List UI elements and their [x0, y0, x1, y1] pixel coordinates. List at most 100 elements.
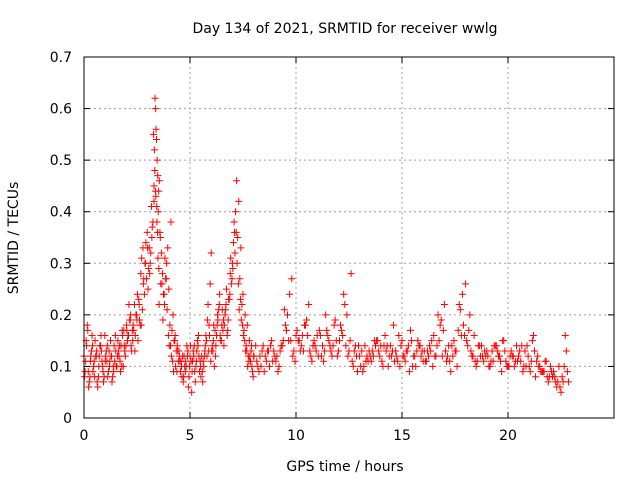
data-point: [133, 311, 141, 319]
data-point: [148, 223, 156, 231]
data-point: [324, 331, 332, 339]
data-point: [126, 316, 134, 324]
data-point: [509, 352, 517, 360]
data-point: [169, 311, 177, 319]
data-point: [526, 368, 534, 376]
data-point: [238, 301, 246, 309]
data-point: [231, 249, 239, 257]
data-point: [398, 337, 406, 345]
data-point: [118, 362, 126, 370]
data-point: [135, 295, 143, 303]
data-point: [227, 254, 235, 262]
data-point: [233, 177, 241, 185]
data-point: [349, 362, 357, 370]
data-point: [338, 326, 346, 334]
data-point: [344, 352, 352, 360]
data-point: [206, 331, 214, 339]
data-point: [150, 130, 158, 138]
data-point: [287, 337, 295, 345]
data-point: [418, 347, 426, 355]
data-point: [235, 306, 243, 314]
data-point: [440, 301, 448, 309]
data-point: [290, 347, 298, 355]
data-point: [305, 301, 313, 309]
data-point: [128, 326, 136, 334]
data-point: [447, 368, 455, 376]
data-point: [340, 290, 348, 298]
data-point: [84, 326, 92, 334]
data-point: [330, 321, 338, 329]
data-point: [239, 331, 247, 339]
data-point: [481, 347, 489, 355]
data-point: [211, 352, 219, 360]
data-point: [99, 362, 107, 370]
data-point: [367, 357, 375, 365]
data-point: [545, 373, 553, 381]
data-point: [529, 331, 537, 339]
data-point: [347, 270, 355, 278]
data-point: [113, 352, 121, 360]
data-point: [104, 373, 112, 381]
data-point: [167, 218, 175, 226]
data-point: [111, 331, 119, 339]
data-point: [259, 342, 267, 350]
data-point: [151, 94, 159, 102]
data-point: [359, 368, 367, 376]
data-point: [233, 259, 241, 267]
data-point: [167, 352, 175, 360]
data-point: [261, 352, 269, 360]
data-point: [144, 285, 152, 293]
data-point: [535, 362, 543, 370]
x-tick-label: 0: [80, 428, 89, 444]
data-point: [253, 357, 261, 365]
data-point: [520, 362, 528, 370]
data-point: [417, 352, 425, 360]
data-point: [194, 342, 202, 350]
data-point: [339, 331, 347, 339]
data-point: [335, 337, 343, 345]
data-point: [343, 311, 351, 319]
data-point: [268, 337, 276, 345]
data-point: [90, 362, 98, 370]
data-point: [282, 326, 290, 334]
data-point: [561, 331, 569, 339]
data-point: [252, 342, 260, 350]
data-point: [226, 290, 234, 298]
data-point: [564, 378, 572, 386]
data-point: [88, 342, 96, 350]
data-point: [342, 342, 350, 350]
data-point: [286, 290, 294, 298]
data-point: [228, 275, 236, 283]
data-point: [193, 337, 201, 345]
data-point: [397, 342, 405, 350]
data-point: [310, 337, 318, 345]
x-tick-label: 15: [393, 428, 411, 444]
data-point: [136, 321, 144, 329]
data-point: [171, 337, 179, 345]
data-point: [462, 280, 470, 288]
data-point: [226, 270, 234, 278]
data-point: [303, 316, 311, 324]
data-point: [524, 352, 532, 360]
data-point: [482, 352, 490, 360]
data-point: [374, 337, 382, 345]
data-point: [414, 337, 422, 345]
data-point: [154, 228, 162, 236]
data-point: [534, 352, 542, 360]
data-point: [165, 285, 173, 293]
data-point: [341, 301, 349, 309]
data-point: [478, 342, 485, 350]
data-point: [267, 342, 275, 350]
data-point: [333, 352, 341, 360]
data-point: [147, 203, 155, 211]
data-point: [498, 368, 506, 376]
data-point: [537, 368, 545, 376]
data-point: [203, 337, 211, 345]
data-point: [352, 352, 360, 360]
data-point: [88, 331, 96, 339]
data-point: [151, 166, 159, 174]
data-point: [150, 197, 158, 205]
data-point: [232, 208, 240, 216]
y-tick-label: 0.1: [50, 359, 72, 375]
data-point: [160, 290, 168, 298]
